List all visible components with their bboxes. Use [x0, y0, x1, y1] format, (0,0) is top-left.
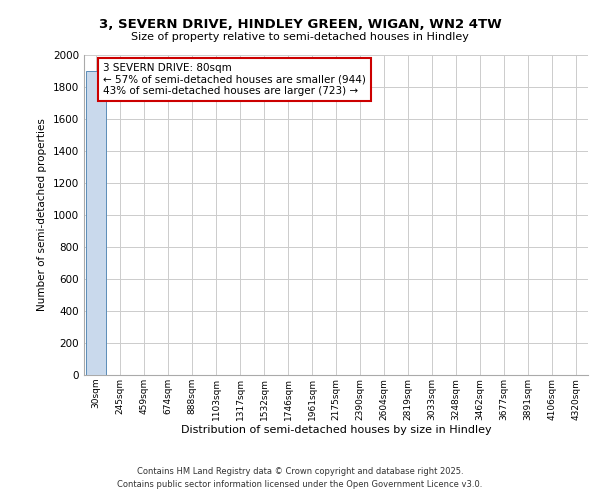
Text: Contains HM Land Registry data © Crown copyright and database right 2025.: Contains HM Land Registry data © Crown c… [137, 467, 463, 476]
Text: 3 SEVERN DRIVE: 80sqm
← 57% of semi-detached houses are smaller (944)
43% of sem: 3 SEVERN DRIVE: 80sqm ← 57% of semi-deta… [103, 63, 366, 96]
Text: 3, SEVERN DRIVE, HINDLEY GREEN, WIGAN, WN2 4TW: 3, SEVERN DRIVE, HINDLEY GREEN, WIGAN, W… [98, 18, 502, 30]
X-axis label: Distribution of semi-detached houses by size in Hindley: Distribution of semi-detached houses by … [181, 426, 491, 436]
Text: Contains public sector information licensed under the Open Government Licence v3: Contains public sector information licen… [118, 480, 482, 489]
Y-axis label: Number of semi-detached properties: Number of semi-detached properties [37, 118, 47, 312]
Text: Size of property relative to semi-detached houses in Hindley: Size of property relative to semi-detach… [131, 32, 469, 42]
Bar [86, 71, 106, 375]
